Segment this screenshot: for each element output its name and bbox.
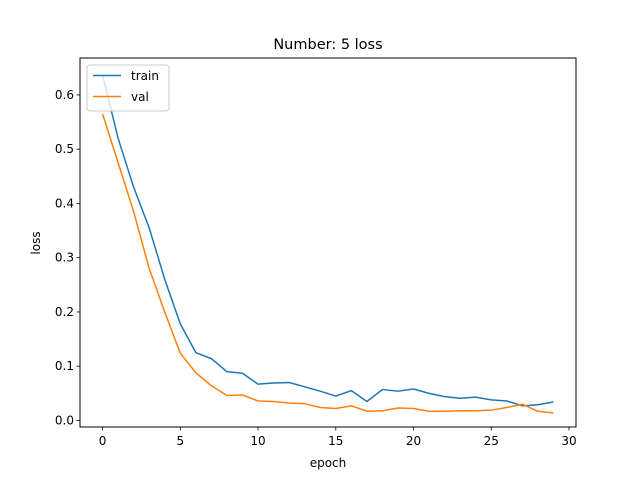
y-tick-label: 0.3 [55, 251, 74, 265]
y-axis-ticks: 0.0 0.1 0.2 0.3 0.4 0.5 0.6 [55, 88, 80, 427]
x-tick-label: 15 [328, 434, 343, 448]
y-tick-label: 0.2 [55, 305, 74, 319]
x-tick-label: 10 [250, 434, 265, 448]
legend: train val [86, 64, 170, 112]
series-line-val [101, 113, 554, 414]
x-tick-label: 30 [561, 434, 576, 448]
x-tick-label: 5 [176, 434, 184, 448]
x-axis-label: epoch [310, 456, 347, 470]
y-tick-label: 0.4 [55, 196, 74, 210]
legend-box [86, 64, 170, 112]
y-axis-label: loss [29, 231, 43, 254]
x-tick-label: 0 [99, 434, 107, 448]
series-lines [101, 74, 554, 414]
y-tick-label: 0.6 [55, 88, 74, 102]
plot-frame [79, 57, 577, 428]
chart-title: Number: 5 loss [273, 37, 382, 53]
series-line-train [101, 74, 554, 407]
y-tick-label: 0.5 [55, 142, 74, 156]
legend-label-val: val [131, 90, 149, 104]
y-tick-label: 0.1 [55, 359, 74, 373]
legend-label-train: train [131, 69, 159, 83]
y-tick-label: 0.0 [55, 413, 74, 427]
x-axis-ticks: 0 5 10 15 20 25 30 [99, 427, 577, 448]
x-tick-label: 25 [484, 434, 499, 448]
x-tick-label: 20 [406, 434, 421, 448]
